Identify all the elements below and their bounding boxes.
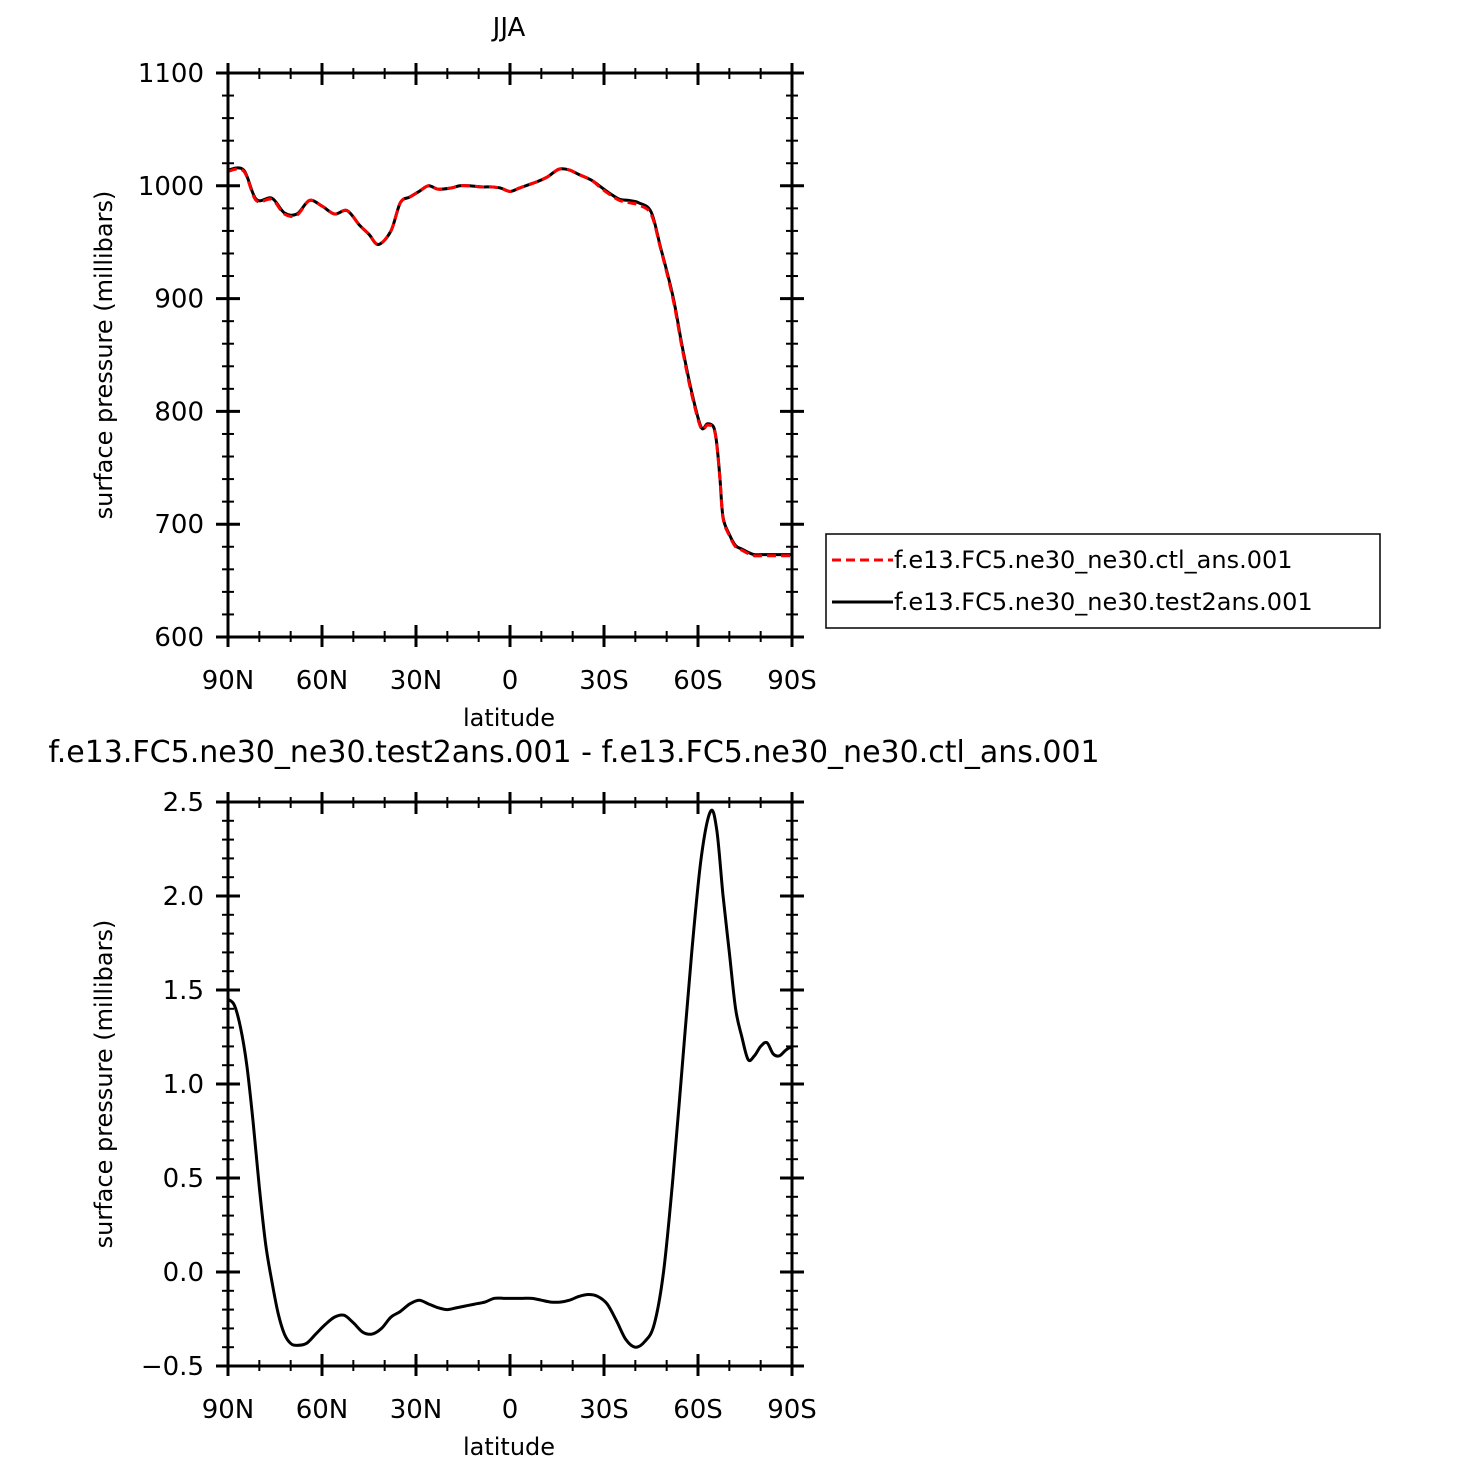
bottom-y-tick-label: 0.0	[163, 1258, 204, 1288]
top-plot-frame	[226, 71, 794, 639]
top-x-axis-label: latitude	[463, 704, 555, 732]
panel-bottom: f.e13.FC5.ne30_ne30.test2ans.001 - f.e13…	[48, 735, 1099, 1461]
top-chart-title: JJA	[491, 13, 526, 43]
bottom-x-tick-label: 30N	[390, 1395, 443, 1425]
top-y-tick-label: 600	[154, 623, 204, 653]
top-x-tick-label: 90S	[767, 666, 817, 696]
legend-entry-ctl: f.e13.FC5.ne30_ne30.ctl_ans.001	[894, 546, 1293, 574]
bottom-y-tick-label: 2.5	[163, 788, 204, 818]
top-y-tick-label: 800	[154, 397, 204, 427]
top-y-axis-label: surface pressure (millibars)	[90, 191, 118, 520]
bottom-x-tick-label: 60N	[296, 1395, 349, 1425]
bottom-x-tick-label: 90N	[202, 1395, 255, 1425]
top-series-line-0	[227, 167, 792, 558]
top-x-tick-label: 60N	[296, 666, 349, 696]
bottom-plot-frame	[226, 800, 794, 1368]
panel-top: JJA 90N 60N 30N 0 30S 60S 90S 600 700 800 900 1000 1…	[90, 13, 1381, 732]
bottom-ticks: 90N 60N 30N 0 30S 60S 90S −0.5 0.0 0.5 1.0 1.5 2.0 2.…	[141, 788, 817, 1425]
top-series-lines	[227, 166, 792, 558]
bottom-y-tick-label: 0.5	[163, 1164, 204, 1194]
bottom-y-tick-label: 1.5	[163, 976, 204, 1006]
bottom-x-tick-label: 60S	[673, 1395, 723, 1425]
bottom-chart-title: f.e13.FC5.ne30_ne30.test2ans.001 - f.e13…	[48, 735, 1099, 770]
top-y-tick-label: 1000	[138, 172, 204, 202]
bottom-x-tick-label: 90S	[767, 1395, 817, 1425]
top-y-tick-label: 1100	[138, 59, 204, 89]
bottom-y-axis-label: surface pressure (millibars)	[90, 920, 118, 1249]
legend-entry-test2: f.e13.FC5.ne30_ne30.test2ans.001	[894, 588, 1313, 616]
top-y-tick-label: 900	[154, 285, 204, 315]
bottom-series-line-0	[226, 808, 793, 1349]
bottom-y-tick-label: 2.0	[163, 882, 204, 912]
bottom-x-tick-label: 30S	[579, 1395, 629, 1425]
top-series-line-1	[227, 166, 792, 557]
top-ticks: 90N 60N 30N 0 30S 60S 90S 600 700 800 900 1000 1100	[138, 59, 817, 696]
top-legend: f.e13.FC5.ne30_ne30.ctl_ans.001 f.e13.FC…	[825, 533, 1381, 629]
legend-box	[825, 533, 1381, 629]
top-y-tick-label: 700	[154, 510, 204, 540]
bottom-x-axis-label: latitude	[463, 1433, 555, 1461]
bottom-series-lines	[226, 808, 793, 1349]
bottom-x-tick-label: 0	[502, 1395, 519, 1425]
bottom-y-tick-label: −0.5	[141, 1352, 204, 1382]
top-x-tick-label: 90N	[202, 666, 255, 696]
top-x-tick-label: 60S	[673, 666, 723, 696]
top-x-tick-label: 30N	[390, 666, 443, 696]
top-x-tick-label: 30S	[579, 666, 629, 696]
bottom-y-tick-label: 1.0	[163, 1070, 204, 1100]
top-x-tick-label: 0	[502, 666, 519, 696]
